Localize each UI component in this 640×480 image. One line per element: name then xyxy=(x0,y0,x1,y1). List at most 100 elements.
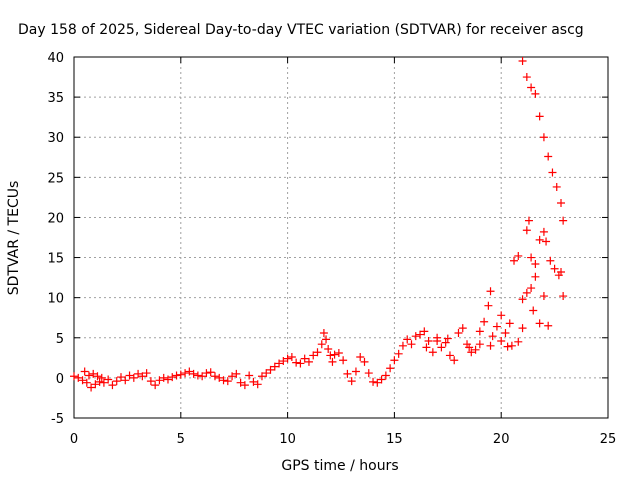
data-point xyxy=(300,354,309,363)
x-tick-label: 5 xyxy=(177,432,185,447)
data-point xyxy=(287,353,296,362)
data-point xyxy=(142,369,151,378)
data-point xyxy=(364,369,373,378)
data-point xyxy=(527,284,536,293)
data-point xyxy=(74,373,83,382)
data-point xyxy=(80,367,89,376)
data-point xyxy=(317,340,326,349)
data-point xyxy=(465,343,474,352)
data-point xyxy=(313,348,322,357)
data-point xyxy=(159,373,168,382)
data-point xyxy=(334,349,343,358)
y-axis-title: SDTVAR / TECUs xyxy=(6,181,22,296)
data-point xyxy=(497,336,506,345)
data-point xyxy=(443,334,452,343)
data-point xyxy=(223,377,232,386)
data-point xyxy=(219,376,228,385)
data-point xyxy=(486,287,495,296)
data-point xyxy=(424,336,433,345)
data-series xyxy=(70,57,568,392)
data-point xyxy=(172,371,181,380)
data-point xyxy=(507,341,516,350)
data-point xyxy=(232,369,241,378)
data-point xyxy=(292,358,301,367)
data-point xyxy=(531,89,540,98)
data-point xyxy=(518,57,527,66)
data-point xyxy=(510,256,519,265)
data-point xyxy=(539,292,548,301)
data-point xyxy=(210,372,219,381)
data-point xyxy=(275,359,284,368)
x-tick-label: 15 xyxy=(386,432,403,447)
data-point xyxy=(492,322,501,331)
data-point xyxy=(445,351,454,360)
data-point xyxy=(198,372,207,381)
data-point xyxy=(189,369,198,378)
data-point xyxy=(497,311,506,320)
data-point xyxy=(104,375,113,384)
data-point xyxy=(522,288,531,297)
data-point xyxy=(557,199,566,208)
data-point xyxy=(394,349,403,358)
data-point xyxy=(351,367,360,376)
data-point xyxy=(91,380,100,389)
data-point xyxy=(539,227,548,236)
data-point xyxy=(484,301,493,310)
data-point xyxy=(87,383,96,392)
data-point xyxy=(535,112,544,121)
data-point xyxy=(546,256,555,265)
data-point xyxy=(215,373,224,382)
y-tick-label: 30 xyxy=(47,131,64,146)
data-point xyxy=(475,340,484,349)
data-point xyxy=(381,371,390,380)
plot-frame xyxy=(73,56,609,419)
data-point xyxy=(437,343,446,352)
data-point xyxy=(557,267,566,276)
data-point xyxy=(347,377,356,386)
data-point xyxy=(535,235,544,244)
data-point xyxy=(93,372,102,381)
data-point xyxy=(121,376,130,385)
axis-ticks: 0 5 10 15 20 25 -5 0 5 10 15 20 25 30 35 40 xyxy=(47,51,616,447)
data-point xyxy=(503,342,512,351)
data-point xyxy=(522,226,531,235)
data-point xyxy=(552,182,561,191)
y-tick-label: 15 xyxy=(47,252,64,267)
data-point xyxy=(454,328,463,337)
x-axis-title: GPS time / hours xyxy=(281,458,398,474)
data-point xyxy=(116,373,125,382)
data-point xyxy=(304,357,313,366)
data-point xyxy=(488,332,497,341)
data-point xyxy=(134,369,143,378)
data-point xyxy=(125,371,134,380)
data-point xyxy=(339,356,348,365)
data-point xyxy=(505,319,514,328)
data-point xyxy=(129,373,138,382)
data-point xyxy=(319,328,328,337)
data-point xyxy=(559,216,568,225)
x-tick-label: 0 xyxy=(70,432,78,447)
data-point xyxy=(206,368,215,377)
data-point xyxy=(330,350,339,359)
y-tick-label: -5 xyxy=(51,412,64,427)
data-point xyxy=(262,369,271,378)
data-point xyxy=(514,251,523,260)
data-point xyxy=(527,253,536,262)
data-point xyxy=(522,73,531,82)
y-tick-label: 10 xyxy=(47,292,64,307)
data-point xyxy=(377,375,386,384)
x-tick-label: 20 xyxy=(493,432,510,447)
data-point xyxy=(527,83,536,92)
data-point xyxy=(390,356,399,365)
data-point xyxy=(433,336,442,345)
data-point xyxy=(309,351,318,360)
data-point xyxy=(270,362,279,371)
y-tick-label: 25 xyxy=(47,171,64,186)
data-point xyxy=(360,357,369,366)
data-point xyxy=(535,319,544,328)
data-point xyxy=(416,330,425,339)
grid xyxy=(74,57,608,418)
data-point xyxy=(529,306,538,315)
data-point xyxy=(559,292,568,301)
